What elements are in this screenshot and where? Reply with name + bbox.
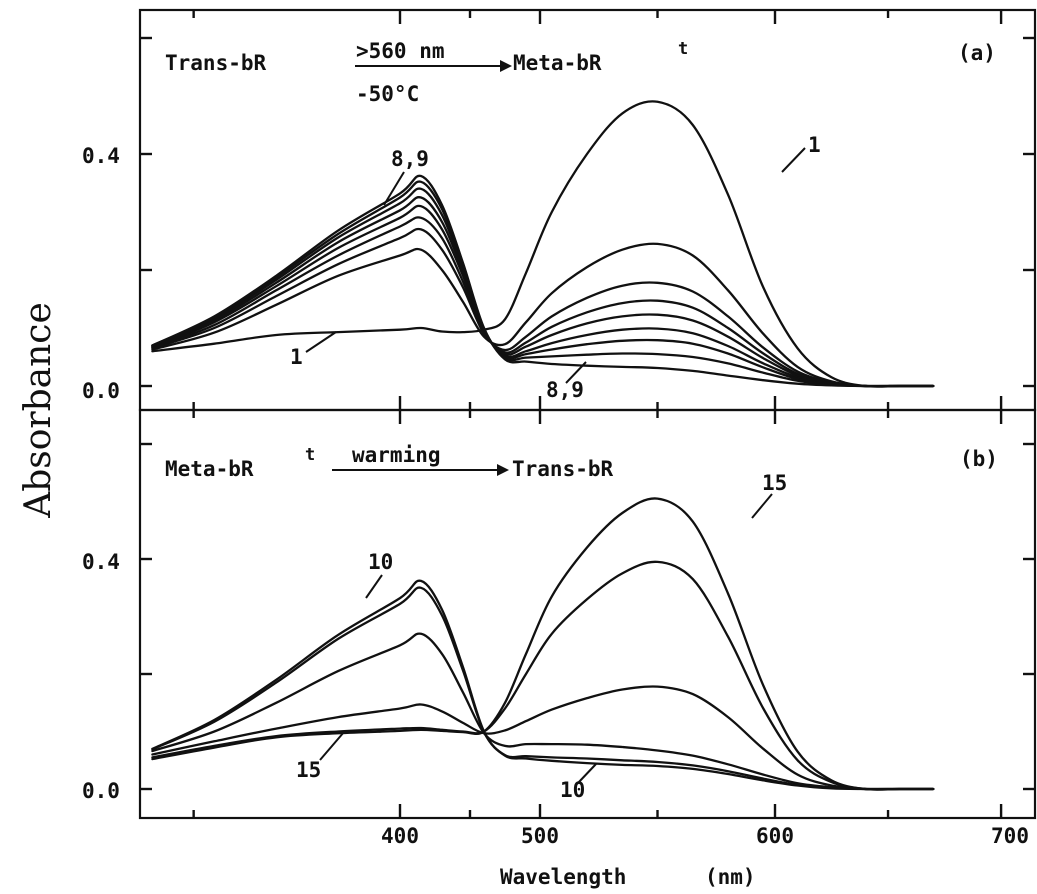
annotation-b-lower-left-last: 15: [296, 758, 321, 782]
scheme-b-reactant-superscript: t: [305, 445, 315, 465]
spectrum-b-3: [151, 632, 935, 791]
spectrum-a-1: [151, 100, 935, 388]
leader-a-upper-right: [781, 147, 806, 173]
leader-a-lower-right: [565, 361, 587, 384]
annotation-b-upper-left-first: 10: [368, 550, 393, 574]
spectrum-a-6: [151, 196, 935, 388]
y-tick-label-a-0.0: 0.0: [82, 379, 120, 403]
x-axis-unit: (nm): [705, 865, 756, 889]
annotation-a-upper-right-first: 1: [808, 133, 821, 157]
scheme-a-product: Meta-bR: [513, 51, 602, 75]
scheme-b-product: Trans-bR: [512, 457, 614, 481]
scheme-b-arrowhead: [497, 464, 509, 476]
scheme-b-reactant: Meta-bR: [165, 457, 254, 481]
spectrum-b-2: [151, 586, 935, 791]
leader-a-upper-left: [383, 171, 405, 206]
spectrum-b-6: [151, 497, 935, 791]
annotation-a-upper-left-first: 1: [290, 345, 303, 369]
spectrum-b-5: [151, 560, 935, 791]
y-tick-label-b-0.4: 0.4: [82, 550, 120, 574]
leader-b-lower-right: [577, 763, 597, 784]
leader-b-upper-left: [365, 574, 383, 599]
annotation-b-upper-right-last: 15: [762, 471, 787, 495]
spectrum-a-2: [151, 242, 935, 388]
leader-b-lower-left: [319, 731, 345, 761]
spectrum-a-8: [151, 180, 935, 388]
y-tick-label-a-0.4: 0.4: [82, 144, 120, 168]
panel-b-frame: [138, 408, 1037, 820]
annotation-a-upper-left-last: 8,9: [391, 147, 429, 171]
leader-b-upper-right: [751, 493, 773, 519]
x-axis-title: Wavelength: [500, 865, 626, 889]
annotation-b-lower-right-first: 10: [560, 778, 585, 802]
panel-b-ticks: [140, 410, 1035, 818]
panel-a-label: (a): [958, 41, 996, 65]
panel-b-label: (b): [960, 447, 998, 471]
scheme-a-condition-top: >560 nm: [356, 39, 445, 63]
scheme-a-arrowhead: [500, 60, 512, 72]
annotation-a-lower-right-last: 8,9: [546, 378, 584, 402]
x-tick-label-600: 600: [756, 824, 794, 848]
y-axis-title: Absorbance: [18, 302, 59, 519]
spectrum-a-7: [151, 187, 935, 388]
x-tick-label-700: 700: [991, 824, 1029, 848]
spectrum-b-4: [151, 685, 935, 791]
x-tick-label-500: 500: [521, 824, 559, 848]
leader-a-lower-left: [305, 331, 337, 353]
spectrum-a-3: [151, 227, 935, 388]
scheme-a-condition-bottom: -50°C: [356, 82, 419, 106]
panel-a-ticks: [140, 10, 1035, 410]
panel-b-curves: [151, 497, 935, 791]
x-tick-label-400: 400: [381, 824, 419, 848]
y-tick-label-b-0.0: 0.0: [82, 779, 120, 803]
spectrum-a-4: [151, 216, 935, 388]
spectrum-a-5: [151, 204, 935, 388]
scheme-b-condition-top: warming: [352, 443, 441, 467]
panel-a-curves: [151, 100, 935, 388]
scheme-a-product-superscript: t: [678, 39, 688, 59]
spectrum-a-9: [151, 174, 935, 388]
scheme-a-reactant: Trans-bR: [165, 51, 267, 75]
